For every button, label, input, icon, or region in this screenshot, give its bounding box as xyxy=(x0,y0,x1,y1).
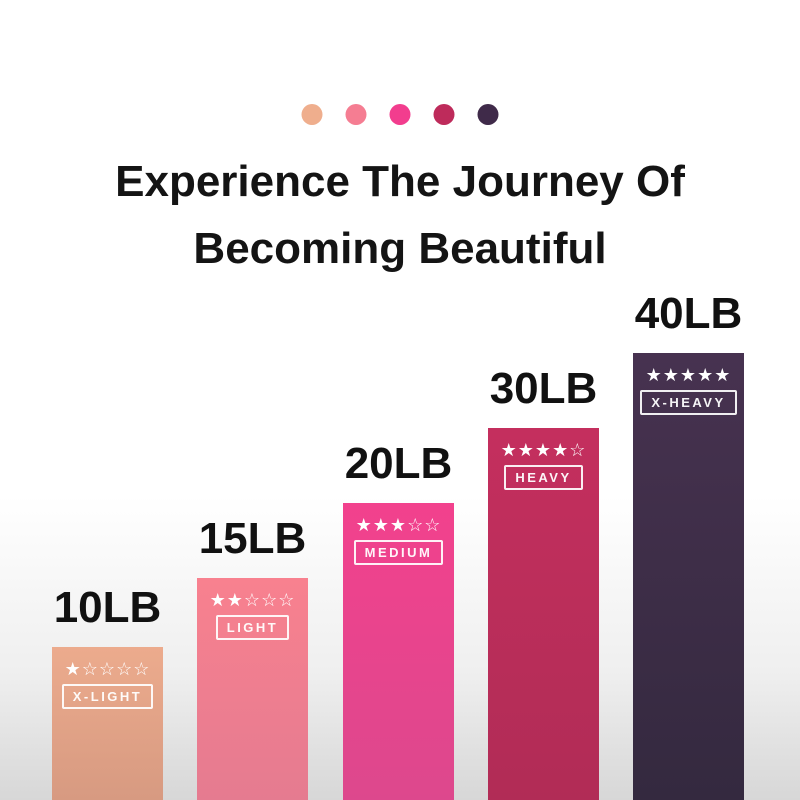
weight-label: 20LB xyxy=(344,439,453,488)
x-heavy-dot xyxy=(477,104,499,125)
bar-column: 40LB ★★★★★ X-HEAVY xyxy=(633,292,744,800)
bar-column: 30LB ★★★★☆ HEAVY xyxy=(488,367,599,800)
star-rating: ★★★☆☆ xyxy=(355,515,442,535)
level-badge: LIGHT xyxy=(215,615,290,640)
title-line-2: Becoming Beautiful xyxy=(193,224,607,273)
level-badge: HEAVY xyxy=(504,465,583,490)
star-rating: ★★★★☆ xyxy=(500,440,587,460)
star-rating: ★★☆☆☆ xyxy=(209,590,296,610)
resistance-band-bar: ★★★★☆ HEAVY xyxy=(488,428,599,800)
heavy-dot xyxy=(433,104,455,125)
bar-column: 15LB ★★☆☆☆ LIGHT xyxy=(197,517,308,800)
page-title: Experience The Journey Of Becoming Beaut… xyxy=(0,148,800,282)
resistance-band-bar: ★★★☆☆ MEDIUM xyxy=(343,503,454,800)
x-light-dot xyxy=(301,104,323,125)
title-line-1: Experience The Journey Of xyxy=(115,157,685,206)
resistance-band-bar: ★★★★★ X-HEAVY xyxy=(633,353,744,800)
light-dot xyxy=(345,104,367,125)
level-badge: X-LIGHT xyxy=(61,684,154,709)
bar-column: 20LB ★★★☆☆ MEDIUM xyxy=(343,442,454,800)
weight-label: 40LB xyxy=(634,289,743,338)
color-palette-row xyxy=(301,104,499,125)
bar-column: 10LB ★☆☆☆☆ X-LIGHT xyxy=(52,586,163,800)
weight-label: 30LB xyxy=(489,364,598,413)
star-rating: ★★★★★ xyxy=(645,365,732,385)
resistance-band-bar: ★☆☆☆☆ X-LIGHT xyxy=(52,647,163,800)
level-badge: X-HEAVY xyxy=(640,390,737,415)
resistance-band-bar: ★★☆☆☆ LIGHT xyxy=(197,578,308,800)
weight-label: 15LB xyxy=(198,514,307,563)
star-rating: ★☆☆☆☆ xyxy=(64,659,151,679)
medium-dot xyxy=(389,104,411,125)
weight-label: 10LB xyxy=(53,583,162,632)
level-badge: MEDIUM xyxy=(353,540,444,565)
